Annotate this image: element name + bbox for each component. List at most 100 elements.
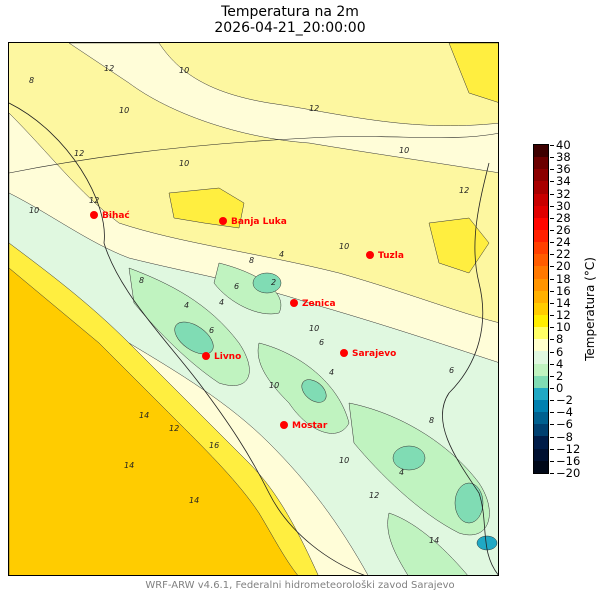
contour-label: 14 [124, 461, 134, 470]
colorbar-tick: 8 [550, 333, 563, 345]
contour-label: 2 [271, 278, 276, 287]
colorbar-segment [534, 145, 548, 158]
colorbar-segment [534, 266, 548, 279]
chart-title: Temperatura na 2m [221, 4, 359, 20]
colorbar-segment [534, 375, 548, 388]
colorbar-segment [534, 436, 548, 449]
colorbar-segment [534, 302, 548, 315]
contour-label: 12 [169, 424, 179, 433]
tick-label: 18 [556, 271, 571, 286]
city-label: Bihać [102, 210, 130, 221]
colorbar-tick: 26 [550, 224, 571, 236]
colorbar-segment [534, 181, 548, 194]
contour-label: 10 [269, 381, 279, 390]
colorbar-segment [534, 460, 548, 473]
colorbar-segment [534, 424, 548, 437]
colorbar-tick: −20 [550, 467, 580, 479]
contour-label: 10 [119, 106, 129, 115]
city-marker [280, 421, 288, 429]
contour-label: 6 [449, 366, 454, 375]
contour-label: 4 [184, 301, 189, 310]
river-line [9, 133, 498, 174]
tick-label: 0 [556, 380, 564, 395]
colorbar-tick: −8 [550, 431, 573, 443]
tick-label: 12 [556, 308, 571, 323]
city-marker [340, 349, 348, 357]
colorbar-segment [534, 399, 548, 413]
field-4-6-d [348, 402, 490, 536]
contour-label: 14 [139, 411, 149, 420]
colorbar-tick: 24 [550, 236, 571, 248]
field-2-4-a [174, 321, 214, 355]
colorbar-segment [534, 205, 548, 218]
field-4-6-b [213, 262, 282, 315]
tick-label: 30 [556, 198, 571, 213]
contour-label: 8 [29, 76, 34, 85]
colorbar-segment [534, 254, 548, 267]
field-4-6-e [387, 512, 468, 575]
tick-label: 6 [556, 344, 564, 359]
colorbar-tick: 14 [550, 297, 571, 309]
city-label: Banja Luka [231, 217, 287, 227]
colorbar-segment [534, 290, 548, 303]
tick-label: 34 [556, 174, 571, 189]
contour-label: 10 [399, 146, 409, 155]
tick-label: 36 [556, 162, 571, 177]
temperature-map: 12 10 8 10 12 10 12 10 12 12 10 6 8 4 6 4 8 10 10 4 6 4 2 10 14 1… [8, 42, 499, 576]
tick-label: 20 [556, 259, 571, 274]
colorbar-tick: 30 [550, 200, 571, 212]
colorbar-tick: 32 [550, 188, 571, 200]
chart-subtitle-datetime: 2026-04-21_20:00:00 [214, 20, 366, 36]
colorbar-segment [534, 193, 548, 206]
colorbar-tick: 18 [550, 273, 571, 285]
colorbar-segment [534, 351, 548, 364]
tick-label: 40 [556, 138, 571, 152]
tick-label: −16 [556, 453, 581, 468]
colorbar-segment [534, 278, 548, 291]
tick-label: −2 [556, 393, 573, 408]
tick-label: 14 [556, 295, 571, 310]
city-marker [366, 251, 374, 259]
contour-label: 6 [209, 326, 214, 335]
tick-label: 16 [556, 283, 571, 298]
contour-label: 6 [319, 338, 324, 347]
contour-label: 10 [339, 456, 349, 465]
colorbar-tick: 20 [550, 260, 571, 272]
contour-label: 8 [139, 276, 144, 285]
field-2-4-d [392, 445, 426, 471]
contour-label: 12 [309, 104, 319, 113]
colorbar-segment [534, 229, 548, 243]
contour-label: 8 [249, 256, 254, 265]
city-label: Tuzla [378, 251, 404, 261]
contour-label: 16 [209, 441, 219, 450]
city-label: Livno [214, 352, 241, 362]
contour-label: 8 [429, 416, 434, 425]
contour-label: 12 [74, 149, 84, 158]
field-12-14-north-c [448, 43, 498, 103]
contour-label: 10 [29, 206, 39, 215]
field-12-14-north-b [428, 217, 490, 274]
colorbar-tick: −12 [550, 443, 580, 455]
tick-label: −12 [556, 441, 581, 456]
tick-label: 2 [556, 368, 564, 383]
contour-label: 10 [339, 242, 349, 251]
colorbar-tick: 16 [550, 285, 571, 297]
colorbar-label: Temperatura (°C) [583, 257, 597, 361]
city-label: Zenica [302, 299, 336, 309]
city-marker [202, 352, 210, 360]
colorbar-tick: −16 [550, 455, 580, 467]
colorbar-tick: 34 [550, 175, 571, 187]
colorbar-tick: 38 [550, 151, 571, 163]
contour-label: 4 [219, 298, 224, 307]
contour-label: 12 [89, 196, 99, 205]
footer-credit: WRF-ARW v4.6.1, Federalni hidrometeorolo… [145, 580, 455, 591]
contour-label: 10 [179, 159, 189, 168]
contour-label: 12 [459, 186, 469, 195]
country-border-east [442, 162, 498, 575]
colorbar-tick: −6 [550, 418, 573, 430]
contour-label: 10 [309, 324, 319, 333]
colorbar-tick: −2 [550, 394, 573, 406]
contour-label: 14 [189, 496, 199, 505]
colorbar-tick: 12 [550, 309, 571, 321]
tick-label: 28 [556, 210, 571, 225]
